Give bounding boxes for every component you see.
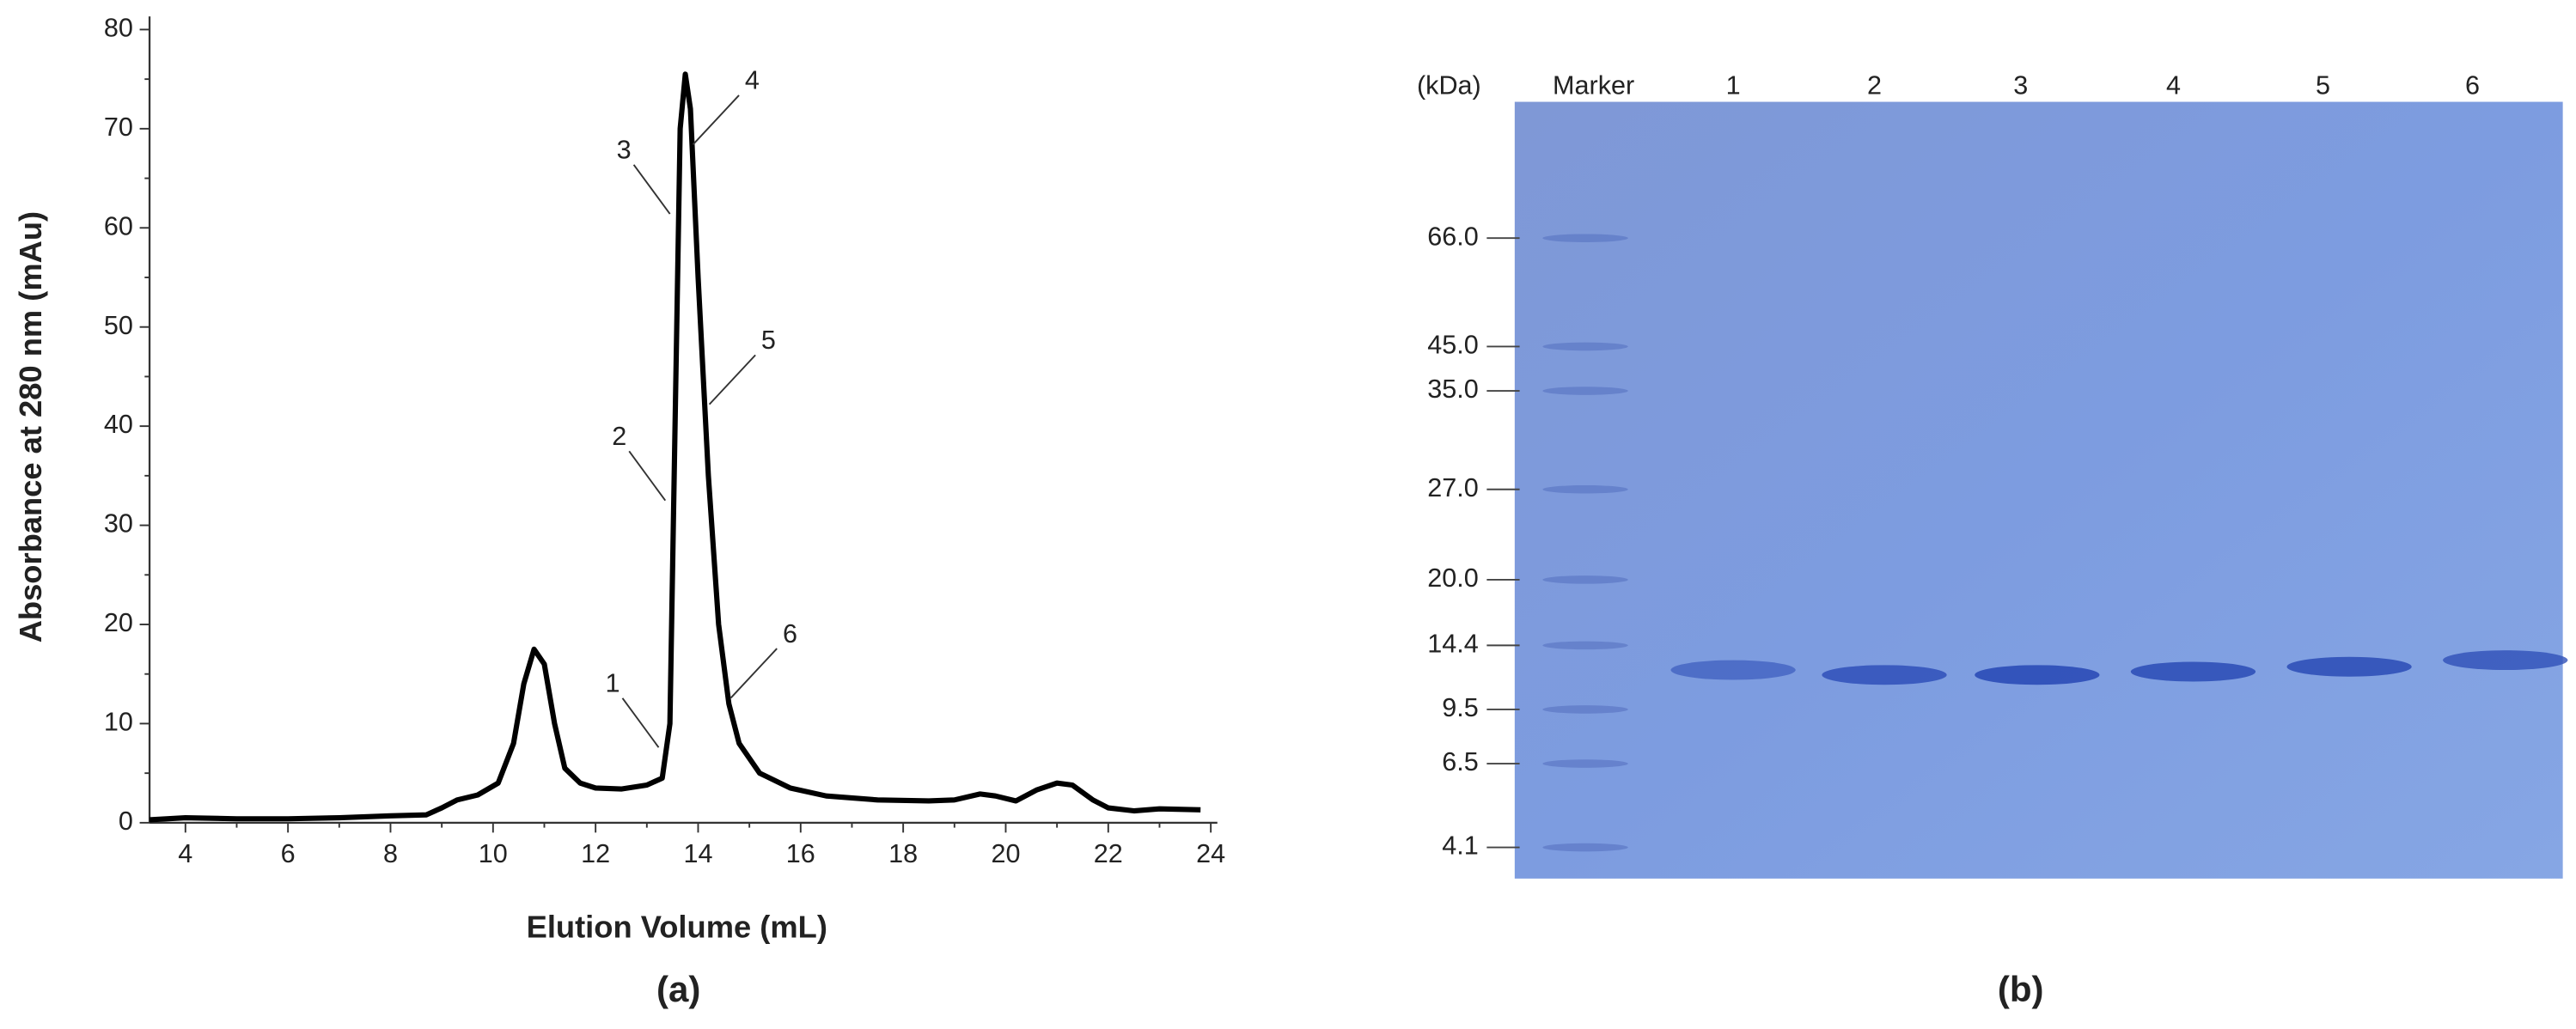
y-tick-label: 20 xyxy=(104,608,133,637)
marker-band xyxy=(1542,342,1628,351)
marker-weight: 14.4 xyxy=(1427,629,1479,658)
x-tick-label: 22 xyxy=(1094,839,1123,868)
annotation-label: 3 xyxy=(617,136,632,165)
gel-image xyxy=(1514,101,2563,879)
lane-label: 2 xyxy=(1867,70,1882,100)
marker-weight: 45.0 xyxy=(1427,330,1479,359)
lane-label: 3 xyxy=(2013,70,2028,100)
annotation-leader xyxy=(621,697,660,748)
marker-band xyxy=(1542,484,1628,494)
annotation-leader xyxy=(729,648,778,699)
protein-band xyxy=(1670,660,1796,680)
y-tick-label: 10 xyxy=(104,708,133,737)
x-tick-label: 6 xyxy=(281,839,296,868)
protein-band xyxy=(2286,656,2412,677)
x-tick-label: 14 xyxy=(683,839,712,868)
marker-band xyxy=(1542,705,1628,714)
y-tick-label: 70 xyxy=(104,113,133,142)
y-tick-label: 80 xyxy=(104,13,133,42)
marker-band xyxy=(1542,387,1628,395)
marker-weight: 6.5 xyxy=(1442,747,1479,776)
marker-weight: 9.5 xyxy=(1442,693,1479,722)
lane-label: Marker xyxy=(1553,70,1634,100)
caption-b: (b) xyxy=(1998,969,2044,1009)
y-tick-label: 30 xyxy=(104,509,133,539)
elution-curve xyxy=(149,71,1201,823)
annotation-leader xyxy=(632,164,671,215)
lane-label: 1 xyxy=(1726,70,1741,100)
protein-band xyxy=(1975,665,2100,685)
annotation-leader xyxy=(708,354,756,405)
y-tick-label: 40 xyxy=(104,410,133,439)
marker-band xyxy=(1542,641,1628,650)
marker-band xyxy=(1542,759,1628,768)
gel-unit: (kDa) xyxy=(1417,70,1481,100)
marker-weight: 35.0 xyxy=(1427,374,1479,404)
lane-label: 6 xyxy=(2465,70,2480,100)
x-tick-label: 16 xyxy=(786,839,815,868)
annotation-leader xyxy=(692,94,740,145)
x-tick-label: 4 xyxy=(178,839,192,868)
protein-band xyxy=(1822,665,1947,685)
marker-band xyxy=(1542,843,1628,852)
lane-label: 5 xyxy=(2316,70,2330,100)
x-axis-label: Elution Volume (mL) xyxy=(527,910,827,945)
x-tick-label: 10 xyxy=(479,839,508,868)
x-tick-label: 24 xyxy=(1196,839,1225,868)
x-tick-label: 8 xyxy=(383,839,398,868)
annotation-label: 1 xyxy=(605,669,620,698)
marker-weight: 66.0 xyxy=(1427,222,1479,251)
marker-band xyxy=(1542,234,1628,243)
protein-band xyxy=(2443,650,2568,671)
annotation-leader xyxy=(628,450,667,502)
annotation-label: 5 xyxy=(761,326,776,355)
y-tick-label: 60 xyxy=(104,211,133,241)
marker-weight: 20.0 xyxy=(1427,563,1479,593)
marker-weight: 27.0 xyxy=(1427,473,1479,502)
x-tick-label: 20 xyxy=(991,839,1020,868)
annotation-label: 6 xyxy=(783,619,797,648)
protein-band xyxy=(2130,661,2256,682)
y-tick-label: 0 xyxy=(119,807,133,836)
caption-a: (a) xyxy=(656,969,700,1009)
y-tick-label: 50 xyxy=(104,311,133,340)
lane-label: 4 xyxy=(2166,70,2181,100)
x-tick-label: 12 xyxy=(581,839,610,868)
marker-weight: 4.1 xyxy=(1442,831,1479,861)
y-axis-label: Absorbance at 280 nm (mAu) xyxy=(13,211,48,642)
x-tick-label: 18 xyxy=(888,839,918,868)
annotation-label: 4 xyxy=(745,66,760,95)
marker-band xyxy=(1542,575,1628,584)
annotation-label: 2 xyxy=(612,422,626,451)
